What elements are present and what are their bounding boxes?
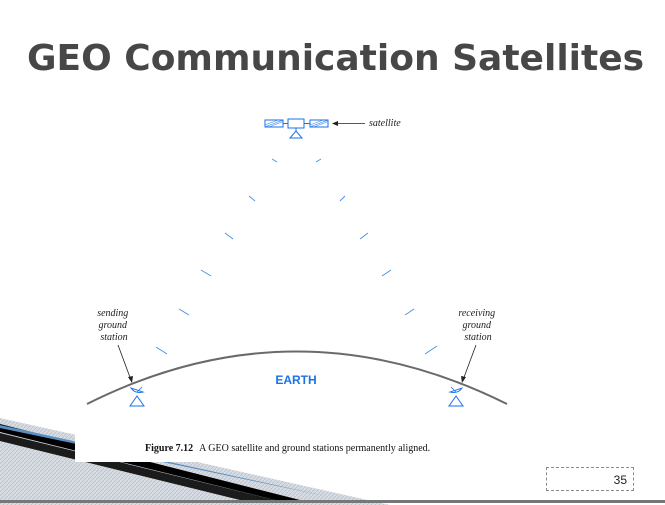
receiving-label: receiving ground station bbox=[458, 308, 497, 343]
bottom-rule bbox=[0, 500, 665, 503]
figure: satellite EARTH sending bbox=[75, 100, 525, 462]
figure-caption: Figure 7.12 A GEO satellite and ground s… bbox=[145, 443, 525, 454]
caption-text: A GEO satellite and ground stations perm… bbox=[199, 443, 430, 454]
slide-title: GEO Communication Satellites bbox=[27, 38, 644, 79]
sending-station-icon bbox=[130, 387, 144, 406]
sending-arrow bbox=[118, 345, 131, 380]
receiving-station-icon bbox=[449, 387, 463, 406]
geo-diagram: satellite EARTH sending bbox=[75, 100, 525, 462]
signal-waves bbox=[156, 159, 437, 354]
sending-label: sending ground station bbox=[97, 308, 131, 343]
caption-number: Figure 7.12 bbox=[145, 443, 193, 454]
page-number: 35 bbox=[614, 473, 627, 487]
satellite-icon bbox=[265, 119, 328, 138]
page-number-box: 35 bbox=[546, 467, 634, 491]
receiving-arrow bbox=[463, 345, 476, 380]
satellite-label: satellite bbox=[369, 118, 401, 129]
earth-label: EARTH bbox=[275, 373, 316, 387]
